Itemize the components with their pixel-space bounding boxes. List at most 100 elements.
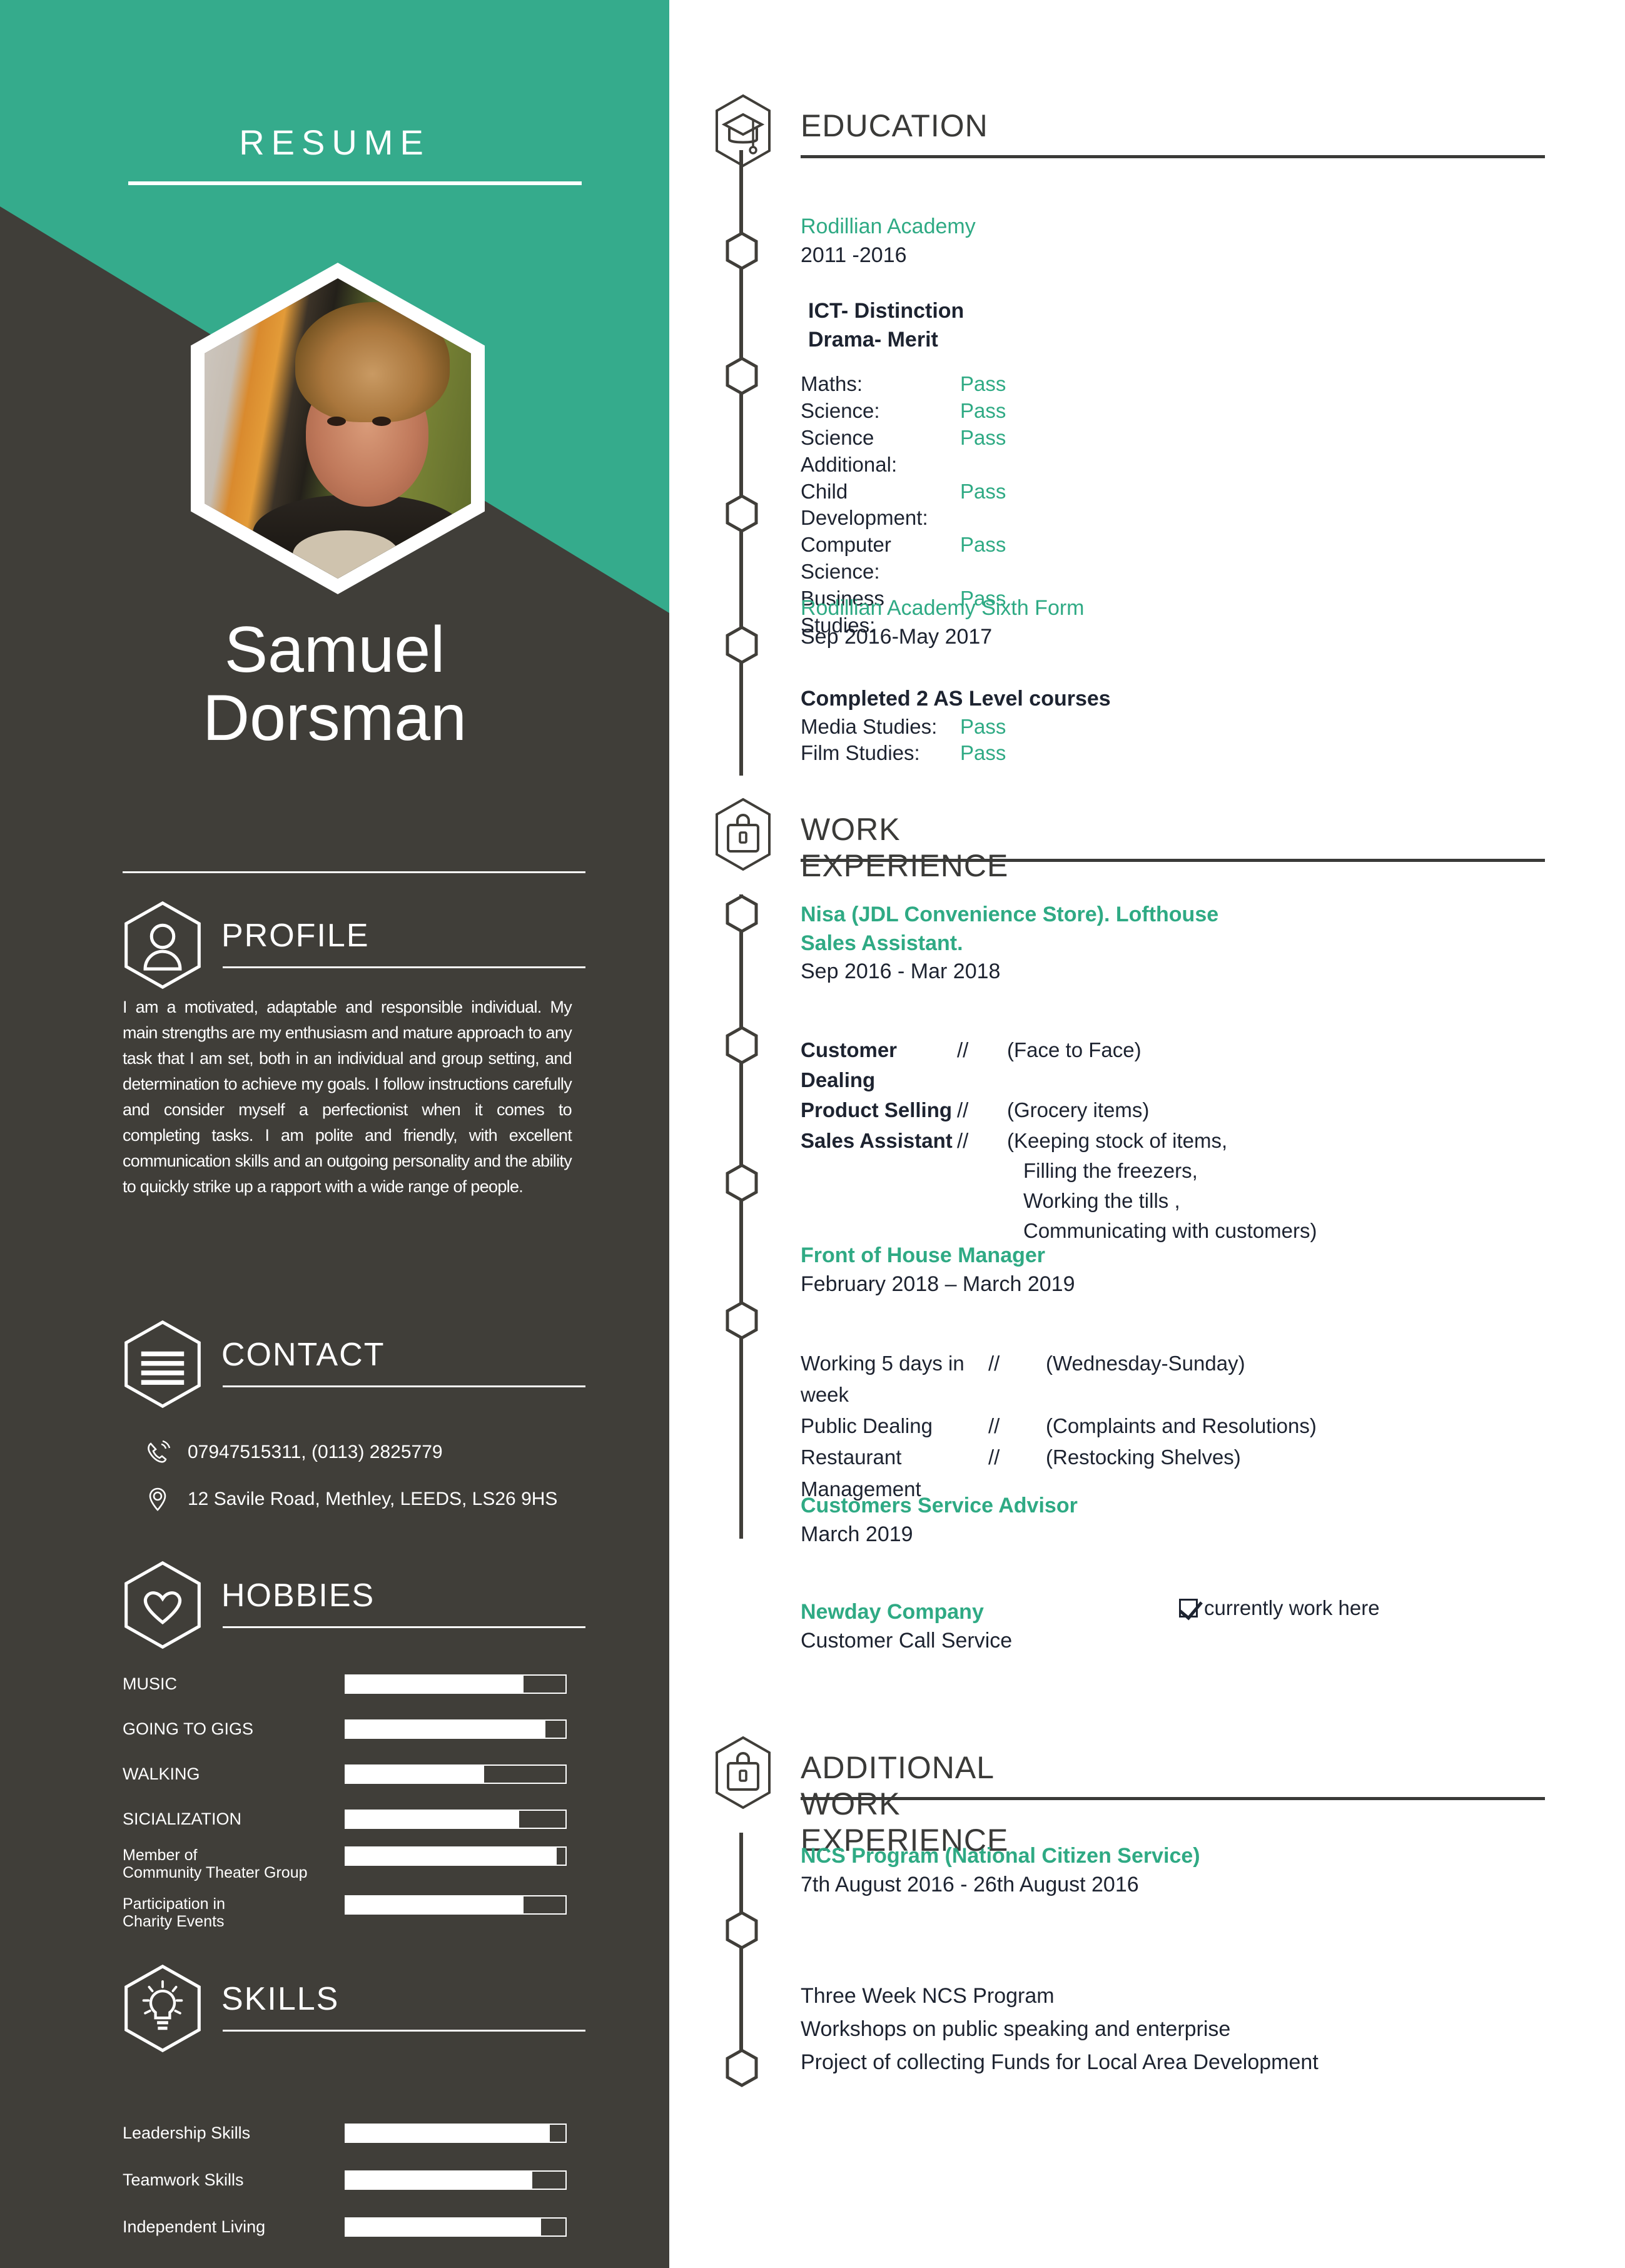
duty-separator: //: [957, 1128, 969, 1152]
job-2-duties: Working 5 days in week // (Wednesday-Sun…: [801, 1348, 1317, 1505]
skill-label: Leadership Skills: [123, 2123, 251, 2142]
timeline-node: [726, 1301, 758, 1340]
grade-row: Film Studies: Pass: [801, 740, 1111, 767]
grade-row: Computer Science: Pass: [801, 532, 1006, 585]
duty-row-cont: Working the tills ,: [801, 1186, 1317, 1216]
hobby-bar: [345, 1809, 567, 1829]
school-years: 2011 -2016: [801, 243, 907, 267]
skill-row: Teamwork Skills: [123, 2167, 585, 2192]
hobby-bar: [345, 1846, 567, 1866]
skill-bar: [345, 2123, 567, 2143]
section-education-title: EDUCATION: [801, 108, 988, 143]
grade-result: Pass: [960, 398, 1006, 422]
timeline-node: [726, 494, 758, 533]
duty-name: Working 5 days in week: [801, 1352, 964, 1407]
section-profile-rule: [223, 966, 585, 968]
grade-result: Pass: [960, 741, 1006, 765]
job-company: Nisa (JDL Convenience Store). Lofthouse: [801, 903, 1219, 926]
skill-row: Independent Living: [123, 2214, 585, 2239]
education-school-1: Rodillian Academy 2011 -2016: [801, 213, 976, 270]
contact-address-text: 12 Savile Road, Methley, LEEDS, LS26 9HS: [188, 1489, 558, 1509]
grade-result: Pass: [960, 714, 1006, 738]
hobby-label: GOING TO GIGS: [123, 1719, 254, 1738]
duty-row: Customer Dealing // (Face to Face): [801, 1035, 1317, 1095]
duty-name: Public Dealing: [801, 1414, 933, 1438]
duty-detail: (Restocking Shelves): [1046, 1445, 1241, 1469]
duty-name: Product Selling: [801, 1098, 953, 1122]
hobby-row: WALKING: [123, 1761, 585, 1786]
hobby-label: Member of Community Theater Group: [123, 1846, 308, 1881]
timeline-node: [726, 1163, 758, 1202]
page-title: Samuel Dorsman: [0, 615, 669, 752]
duty-detail: (Keeping stock of items,: [1007, 1128, 1228, 1152]
phone-icon: [144, 1439, 171, 1466]
contact-phone[interactable]: 07947515311, (0113) 2825779: [144, 1439, 443, 1466]
school-name: Rodillian Academy Sixth Form: [801, 596, 1085, 620]
timeline-node: [726, 894, 758, 933]
duty-row: Public Dealing // (Complaints and Resolu…: [801, 1410, 1317, 1442]
briefcase-icon: [714, 797, 772, 871]
job-dates: Sep 2016 - Mar 2018: [801, 959, 1001, 984]
hobby-label: Participation in Charity Events: [123, 1895, 225, 1930]
skill-row: Leadership Skills: [123, 2120, 585, 2145]
award-line: ICT- Distinction: [808, 299, 964, 323]
lightbulb-icon: [123, 1964, 203, 2053]
job-2-header: Front of House Manager February 2018 – M…: [801, 1242, 1075, 1299]
heart-icon: [123, 1561, 203, 1649]
timeline-node: [726, 357, 758, 395]
skill-bar: [345, 2217, 567, 2237]
duty-row-cont: Communicating with customers): [801, 1216, 1317, 1246]
job-role: Customers Service Advisor: [801, 1494, 1078, 1517]
section-additional-title: ADDITIONAL WORK EXPERIENCE: [801, 1750, 1009, 1858]
avatar-photo: [205, 278, 471, 579]
hobby-row: Participation in Charity Events: [123, 1895, 585, 1930]
checkbox-checked-icon[interactable]: [1179, 1599, 1198, 1617]
section-hobbies-rule: [223, 1626, 585, 1628]
grade-row: Business Studies: Pass: [801, 585, 1006, 639]
duty-separator: //: [988, 1445, 1000, 1469]
grade-subject: Science Additional:: [801, 425, 898, 476]
duty-separator: //: [988, 1414, 1000, 1438]
school-years: Sep 2016-May 2017: [801, 624, 993, 649]
grade-row: Maths: Pass: [801, 371, 1006, 398]
duty-separator: //: [957, 1098, 969, 1122]
grade-result: Pass: [960, 425, 1006, 449]
duty-name: Restaurant Management: [801, 1445, 921, 1501]
job-4-header: Newday Company Customer Call Service: [801, 1598, 1012, 1655]
education-awards: ICT- Distinction Drama- Merit: [808, 297, 964, 354]
hobby-row: GOING TO GIGS: [123, 1716, 585, 1741]
education-as-levels: Completed 2 AS Level courses Media Studi…: [801, 685, 1111, 767]
program-name: NCS Program (National Citizen Service): [801, 1844, 1200, 1868]
timeline-node: [726, 1026, 758, 1065]
grade-subject: Media Studies:: [801, 714, 938, 738]
contact-phone-text: 07947515311, (0113) 2825779: [188, 1442, 443, 1462]
section-work-rule: [801, 859, 1545, 862]
duty-detail: (Face to Face): [1007, 1038, 1142, 1061]
hobby-bar: [345, 1719, 567, 1739]
skill-bar: [345, 2170, 567, 2190]
section-additional-rule: [801, 1797, 1545, 1800]
grade-subject: Business Studies:: [801, 587, 884, 637]
grade-result: Pass: [960, 533, 1006, 557]
graduation-cap-icon: [714, 94, 772, 168]
resume-title: RESUME: [239, 123, 430, 162]
program-dates: 7th August 2016 - 26th August 2016: [801, 1872, 1139, 1896]
hobby-bar: [345, 1674, 567, 1694]
job-role: Front of House Manager: [801, 1243, 1046, 1267]
section-education-rule: [801, 155, 1545, 158]
currently-work-here-checkbox[interactable]: currently work here: [1179, 1596, 1380, 1620]
section-skills-title: SKILLS: [221, 1981, 340, 2017]
contact-address[interactable]: 12 Savile Road, Methley, LEEDS, LS26 9HS: [144, 1486, 557, 1513]
name-rule: [123, 871, 585, 873]
bullet-line: Three Week NCS Program: [801, 1984, 1055, 2008]
hobby-label: MUSIC: [123, 1674, 177, 1693]
section-skills-rule: [223, 2030, 585, 2032]
timeline-rail: [739, 150, 743, 776]
section-profile-title: PROFILE: [221, 918, 370, 954]
duty-row-cont: Filling the freezers,: [801, 1156, 1317, 1186]
grade-row: Media Studies: Pass: [801, 714, 1111, 741]
section-contact-rule: [223, 1385, 585, 1387]
skill-label: Independent Living: [123, 2217, 266, 2236]
duty-row: Sales Assistant // (Keeping stock of ite…: [801, 1126, 1317, 1156]
duty-name: Customer Dealing: [801, 1038, 898, 1092]
